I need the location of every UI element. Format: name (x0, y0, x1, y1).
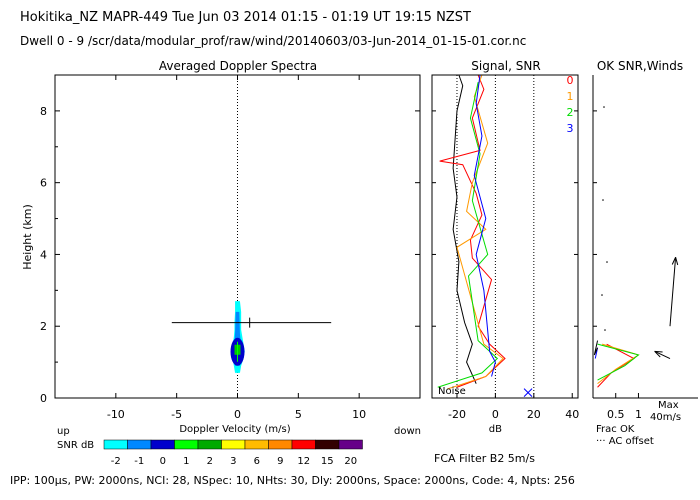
signal-series-beam-0 (439, 74, 506, 388)
wind-barb-arrowhead (671, 257, 679, 266)
colorbar-level-label: 20 (344, 456, 357, 467)
legend-beam-2: 2 (567, 106, 574, 119)
signal-xlabel: dB (489, 424, 502, 435)
colorbar-swatch (244, 439, 269, 450)
max-value-label: 40m/s (650, 412, 681, 423)
frac-ok-label: Frac OK (596, 424, 635, 435)
signal-frame (431, 74, 579, 399)
signal-xtick-label: 0 (492, 408, 499, 421)
ac-offset-dot (601, 294, 603, 296)
ok-snr-winds-title: OK SNR,Winds (597, 59, 683, 73)
spectra-xtick-label: -10 (107, 408, 125, 421)
spectra-xtick-label: 10 (352, 408, 366, 421)
ok-snr-series-beam-1 (597, 343, 640, 385)
ok-snr-series-beam-2 (597, 343, 640, 381)
colorbar-swatch (150, 439, 175, 450)
spectra-down-label: down (394, 426, 421, 437)
spectra-xtick-label: 5 (295, 408, 302, 421)
spectra-up-label: up (57, 426, 70, 437)
signal-series-signal (452, 74, 477, 384)
colorbar-swatch (103, 439, 128, 450)
signal-series-beam-1 (447, 74, 504, 390)
header-line-1: Hokitika_NZ MAPR-449 Tue Jun 03 2014 01:… (20, 10, 471, 25)
colorbar-swatch (221, 439, 246, 450)
spectra-ytick-label: 0 (40, 392, 47, 405)
signal-xtick-label: 20 (527, 408, 541, 421)
colorbar-swatch (127, 439, 152, 450)
ok-snr-series-beam-0 (597, 343, 635, 388)
colorbar-swatch (174, 439, 199, 450)
ac-offset-dot (602, 199, 604, 201)
colorbar-swatch (338, 439, 363, 450)
colorbar-swatch (268, 439, 293, 450)
ok-snr-xtick-label: 0.5 (607, 408, 625, 421)
colorbar-label: SNR dB (57, 440, 94, 451)
fca-filter-label: FCA Filter B2 5m/s (434, 452, 535, 465)
colorbar-level-label: 6 (254, 456, 260, 467)
colorbar-swatch (291, 439, 316, 450)
wind-barb-1 (669, 257, 677, 327)
colorbar-level-label: 12 (297, 456, 310, 467)
spectra-title: Averaged Doppler Spectra (159, 59, 317, 73)
colorbar-level-label: 2 (207, 456, 213, 467)
colorbar-swatch (197, 439, 222, 450)
colorbar-level-label: 9 (277, 456, 283, 467)
colorbar-level-label: 1 (183, 456, 189, 467)
legend-beam-0: 0 (567, 74, 574, 87)
signal-xtick-label: 40 (565, 408, 579, 421)
legend-beam-1: 1 (567, 90, 574, 103)
ok-snr-series-signal (593, 340, 599, 356)
wind-barb-arrowhead (654, 350, 663, 358)
signal-snr-title: Signal, SNR (471, 59, 540, 73)
legend-beam-3: 3 (567, 122, 574, 135)
ac-offset-dot (606, 261, 608, 263)
ac-offset-dot (604, 329, 606, 331)
colorbar-level-label: -1 (134, 456, 144, 467)
max-label: Max (658, 400, 679, 411)
spectra-ytick-label: 8 (40, 105, 47, 118)
noise-mark (523, 388, 533, 397)
spectra-ytick-label: 2 (40, 320, 47, 333)
ac-offset-dot (603, 106, 605, 108)
ac-offset-label: ··· AC offset (596, 436, 654, 447)
spectra-ylabel: Height (km) (21, 204, 34, 270)
colorbar-swatch (315, 439, 340, 450)
colorbar-level-label: 0 (160, 456, 166, 467)
spectra-xlabel: Doppler Velocity (m/s) (179, 424, 290, 435)
spectra-ytick-label: 4 (40, 248, 47, 261)
spectra-xtick-label: 0 (234, 408, 241, 421)
footer-params: IPP: 100µs, PW: 2000ns, NCI: 28, NSpec: … (10, 474, 575, 487)
noise-label: Noise (438, 386, 466, 397)
wind-barb-0 (654, 350, 671, 359)
ok-snr-xtick-label: 1 (635, 408, 642, 421)
colorbar-level-label: -2 (111, 456, 121, 467)
header-line-2: Dwell 0 - 9 /scr/data/modular_prof/raw/w… (20, 34, 527, 48)
signal-xtick-label: -20 (448, 408, 466, 421)
signal-series-beam-3 (473, 74, 496, 377)
spectra-ytick-label: 6 (40, 177, 47, 190)
colorbar-level-label: 15 (321, 456, 334, 467)
colorbar-level-label: 3 (230, 456, 236, 467)
spectra-xtick-label: -5 (171, 408, 182, 421)
